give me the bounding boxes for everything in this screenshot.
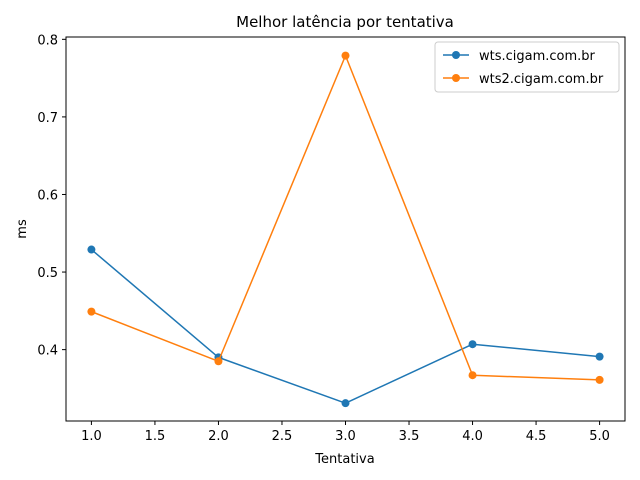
axes-frame — [65, 36, 626, 422]
data-point-series-1 — [87, 245, 96, 254]
y-tick-label: 0.5 — [37, 266, 58, 281]
data-point-series-2 — [341, 51, 350, 60]
legend-box — [434, 41, 620, 93]
legend-label: wts2.cigam.com.br — [479, 72, 604, 87]
x-tick-label: 5.0 — [589, 429, 610, 444]
data-point-series-1 — [468, 340, 477, 349]
x-tick-label: 4.5 — [526, 429, 547, 444]
data-point-series-2 — [468, 371, 477, 380]
data-point-series-1 — [341, 399, 350, 408]
y-tick-label: 0.4 — [37, 344, 58, 359]
y-tick-label: 0.7 — [37, 111, 58, 126]
data-point-series-2 — [87, 307, 96, 316]
legend-marker — [452, 51, 460, 59]
chart-title: Melhor latência por tentativa — [236, 13, 454, 31]
legend-marker — [452, 74, 460, 82]
x-tick-label: 2.0 — [208, 429, 229, 444]
plot-area: 1.0 1.5 2.0 2.5 3.0 3.5 4.0 4.5 5.0 0.4 0.5 0.6 0.7 0… — [37, 33, 626, 444]
x-tick-label: 2.5 — [272, 429, 293, 444]
series-line-1 — [90, 248, 600, 404]
x-tick-label: 4.0 — [462, 429, 483, 444]
x-tick-label: 1.0 — [81, 429, 102, 444]
x-tick-label: 3.0 — [335, 429, 356, 444]
x-axis-label: Tentativa — [314, 452, 374, 467]
y-tick-label: 0.6 — [37, 188, 58, 203]
y-tick-label: 0.8 — [37, 33, 58, 48]
series-line-2 — [91, 54, 600, 381]
x-tick-label: 3.5 — [399, 429, 420, 444]
x-tick-label: 1.5 — [145, 429, 166, 444]
y-axis-label: ms — [15, 219, 30, 239]
data-point-series-2 — [214, 357, 223, 366]
legend-label: wts.cigam.com.br — [479, 49, 596, 64]
data-point-series-1 — [595, 352, 604, 361]
data-point-series-2 — [595, 375, 604, 384]
